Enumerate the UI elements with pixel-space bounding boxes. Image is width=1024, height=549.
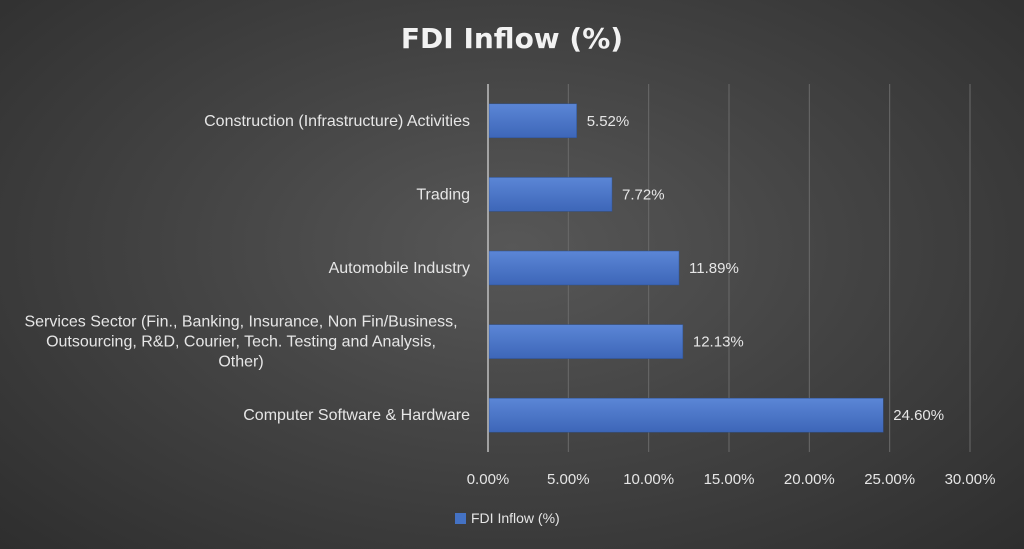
category-label: Trading [416, 186, 470, 203]
bar [488, 397, 884, 433]
legend: FDI Inflow (%) [455, 510, 560, 526]
data-label: 24.60% [893, 407, 944, 424]
bars [488, 103, 884, 433]
bar [488, 177, 613, 212]
x-tick-label: 0.00% [467, 471, 510, 488]
bar [488, 103, 577, 139]
x-tick-label: 15.00% [704, 471, 755, 488]
data-label: 7.72% [622, 186, 665, 203]
data-label: 5.52% [587, 113, 630, 130]
category-label: Automobile Industry [329, 260, 470, 277]
gridlines [567, 84, 971, 452]
category-label: Services Sector (Fin., Banking, Insuranc… [24, 314, 457, 331]
legend-swatch [455, 513, 466, 524]
x-tick-label: 30.00% [945, 471, 996, 488]
data-label: 12.13% [693, 334, 744, 351]
labels: 0.00% 5.00% 10.00% 15.00% 20.00% 25.00% 30.00%… [24, 113, 995, 488]
bar [488, 324, 684, 359]
category-label: Computer Software & Hardware [243, 407, 470, 424]
bar [488, 250, 680, 286]
category-label: Outsourcing, R&D, Courier, Tech. Testing… [46, 334, 436, 351]
x-tick-label: 25.00% [864, 471, 915, 488]
category-label: Construction (Infrastructure) Activities [204, 113, 470, 130]
category-label: Other) [218, 354, 263, 371]
legend-label: FDI Inflow (%) [471, 510, 560, 526]
x-tick-label: 20.00% [784, 471, 835, 488]
chart-title: FDI Inflow (%) [401, 22, 623, 55]
x-tick-label: 5.00% [547, 471, 590, 488]
x-tick-label: 10.00% [623, 471, 674, 488]
data-label: 11.89% [689, 260, 739, 277]
